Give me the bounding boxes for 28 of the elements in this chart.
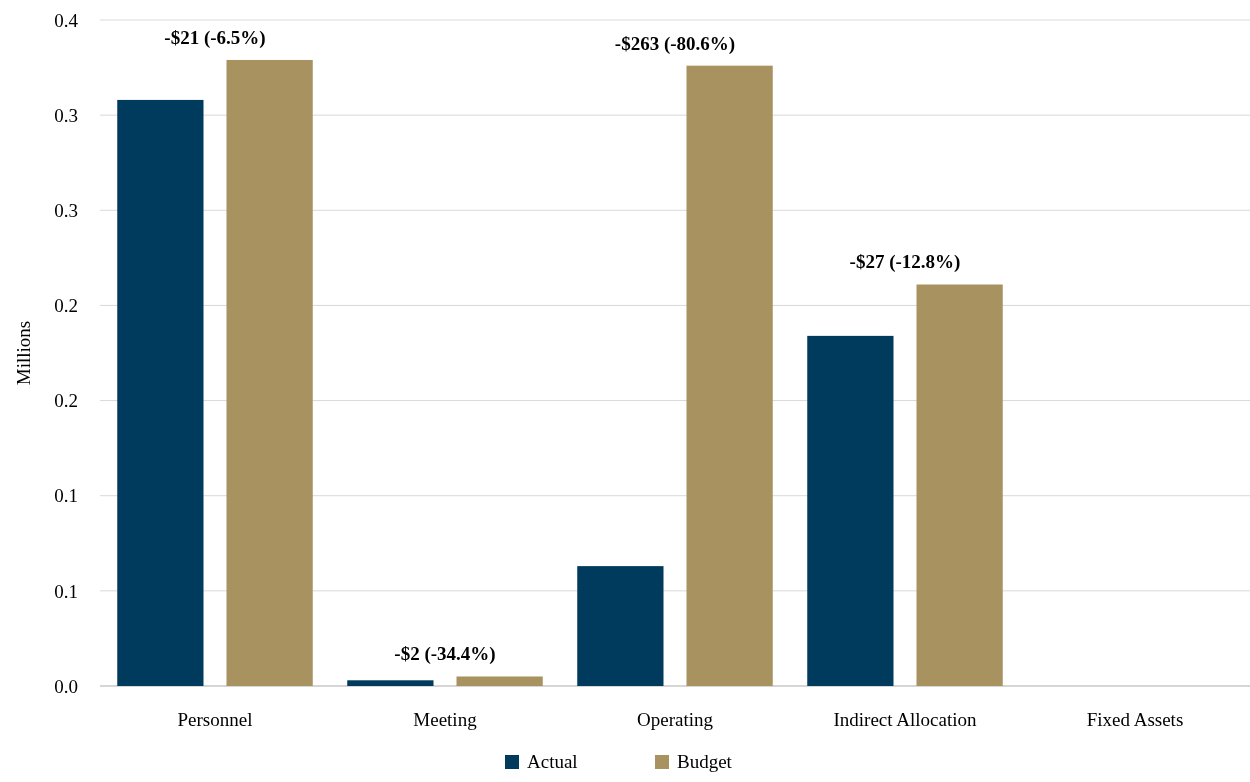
- bar: [577, 566, 664, 686]
- y-tick-label: 0.2: [54, 390, 78, 412]
- y-tick-label: 0.4: [54, 9, 79, 31]
- y-tick-label: 0.3: [54, 104, 78, 126]
- y-tick-label: 0.0: [54, 675, 78, 697]
- annotation: -$263 (-80.6%): [614, 32, 736, 55]
- x-tick-label: Personnel: [177, 709, 253, 730]
- x-tick-label: Fixed Assets: [1086, 709, 1184, 730]
- y-tick-label: 0.1: [54, 485, 78, 507]
- bar: [916, 284, 1003, 686]
- bar: [456, 676, 543, 686]
- bar: [347, 680, 434, 686]
- annotation: -$27 (-12.8%): [849, 251, 961, 274]
- x-tick-label: Operating: [637, 709, 714, 730]
- x-tick-label: Indirect Allocation: [833, 709, 977, 730]
- annotation: -$21 (-6.5%): [164, 26, 266, 49]
- y-tick-label: 0.3: [54, 199, 78, 221]
- x-tick-label: Meeting: [413, 709, 478, 730]
- y-tick-label: 0.2: [54, 295, 78, 317]
- bar: [226, 59, 313, 686]
- annotation: -$2 (-34.4%): [394, 643, 496, 666]
- y-axis-title: Millions: [13, 320, 34, 386]
- legend-label: Budget: [677, 751, 733, 772]
- legend-label: Actual: [527, 751, 578, 772]
- bar: [807, 335, 894, 686]
- bar: [686, 65, 773, 686]
- y-tick-label: 0.1: [54, 580, 78, 602]
- bar: [117, 99, 204, 686]
